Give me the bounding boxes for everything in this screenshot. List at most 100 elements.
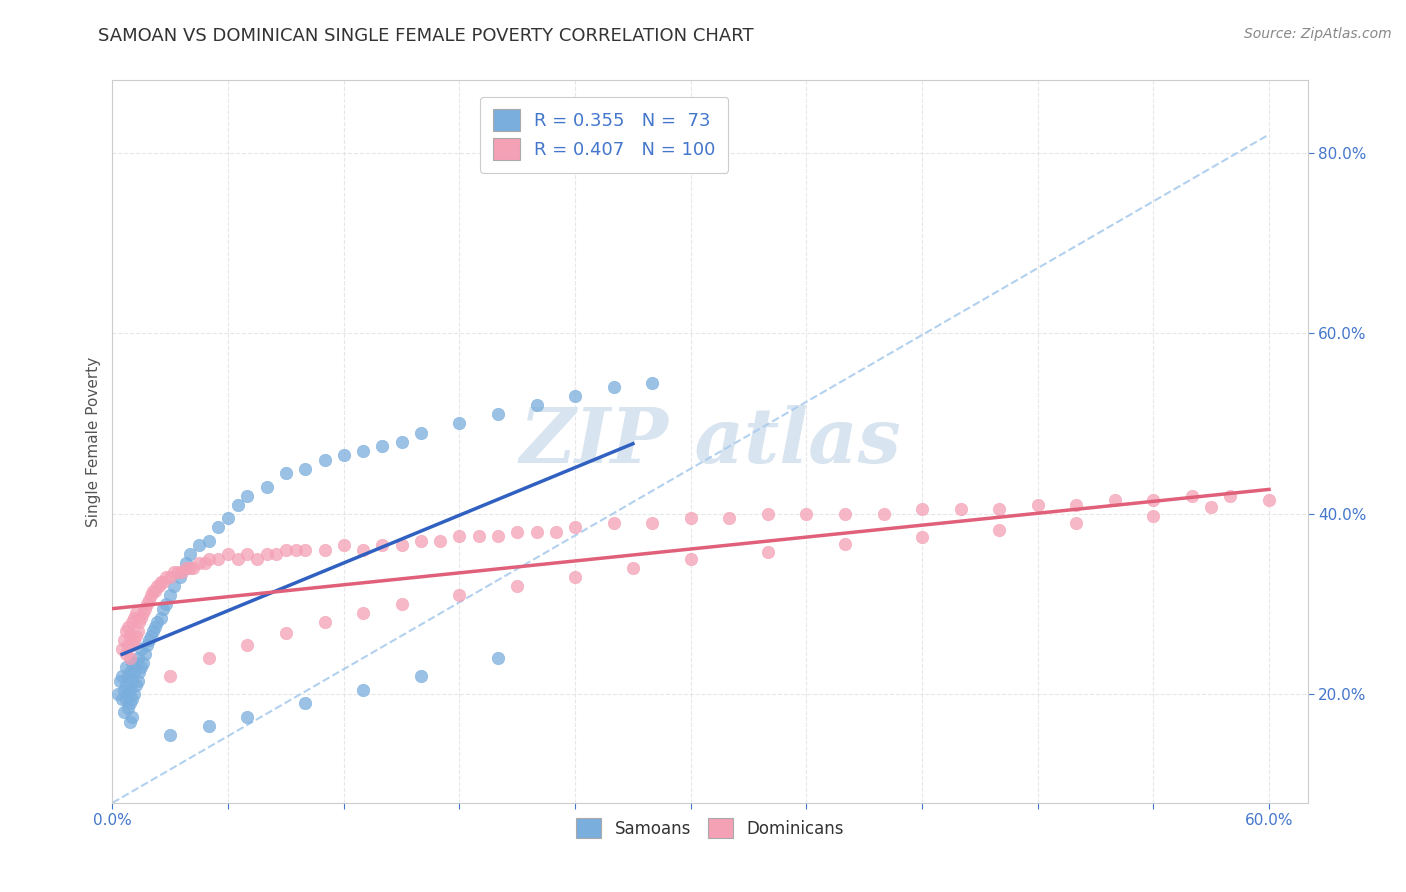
Point xyxy=(486,651,509,665)
Point xyxy=(149,574,172,589)
Point xyxy=(506,524,529,539)
Point xyxy=(122,610,145,624)
Text: SAMOAN VS DOMINICAN SINGLE FEMALE POVERTY CORRELATION CHART: SAMOAN VS DOMINICAN SINGLE FEMALE POVERT… xyxy=(98,27,754,45)
Point xyxy=(1142,508,1164,523)
Point xyxy=(124,656,146,670)
Point xyxy=(294,697,316,711)
Point xyxy=(1142,493,1164,508)
Point xyxy=(409,533,432,548)
Point xyxy=(371,538,394,552)
Point xyxy=(127,651,149,665)
Point xyxy=(159,570,181,584)
Point xyxy=(236,548,259,562)
Point xyxy=(391,434,413,449)
Point xyxy=(121,710,143,724)
Point xyxy=(143,583,166,598)
Point xyxy=(294,542,316,557)
Point xyxy=(115,624,138,639)
Point xyxy=(544,524,567,539)
Point xyxy=(198,651,221,665)
Point xyxy=(174,557,197,571)
Point xyxy=(246,552,269,566)
Point xyxy=(207,520,229,534)
Point xyxy=(183,561,205,575)
Point xyxy=(155,570,177,584)
Point xyxy=(194,557,217,571)
Point xyxy=(352,542,374,557)
Point xyxy=(526,398,548,412)
Point xyxy=(136,597,159,611)
Point xyxy=(128,665,150,679)
Point xyxy=(159,669,181,683)
Point xyxy=(409,425,432,440)
Point xyxy=(236,710,259,724)
Point xyxy=(834,537,856,551)
Point xyxy=(138,633,160,648)
Point xyxy=(118,714,141,729)
Point xyxy=(146,615,169,630)
Point xyxy=(134,601,156,615)
Point xyxy=(107,687,129,701)
Point xyxy=(756,507,779,521)
Point xyxy=(198,552,221,566)
Point xyxy=(122,633,145,648)
Point xyxy=(152,601,174,615)
Point xyxy=(467,529,489,543)
Point xyxy=(564,389,586,403)
Point xyxy=(163,566,186,580)
Point xyxy=(352,606,374,620)
Point xyxy=(121,656,143,670)
Point xyxy=(118,651,141,665)
Point xyxy=(1064,516,1087,530)
Point xyxy=(132,656,155,670)
Point xyxy=(641,376,664,390)
Point xyxy=(284,542,307,557)
Point xyxy=(136,638,159,652)
Point xyxy=(131,660,153,674)
Point xyxy=(449,417,471,431)
Point xyxy=(1026,498,1049,512)
Point xyxy=(486,529,509,543)
Point xyxy=(121,615,143,630)
Point xyxy=(911,502,934,516)
Point xyxy=(256,548,278,562)
Point xyxy=(159,728,181,742)
Point xyxy=(179,561,201,575)
Point xyxy=(564,520,586,534)
Point xyxy=(117,620,139,634)
Point xyxy=(274,626,297,640)
Point xyxy=(333,448,356,462)
Point xyxy=(127,624,149,639)
Point xyxy=(112,633,135,648)
Point xyxy=(602,380,624,394)
Point xyxy=(149,610,172,624)
Point xyxy=(117,669,139,683)
Point xyxy=(314,542,336,557)
Point xyxy=(121,673,143,688)
Point xyxy=(167,566,190,580)
Point xyxy=(118,665,141,679)
Point xyxy=(124,678,146,692)
Point xyxy=(112,682,135,697)
Point xyxy=(155,597,177,611)
Point xyxy=(409,669,432,683)
Point xyxy=(134,647,156,661)
Point xyxy=(333,538,356,552)
Point xyxy=(679,511,702,525)
Point xyxy=(718,511,741,525)
Point xyxy=(226,552,249,566)
Point xyxy=(121,638,143,652)
Point xyxy=(117,638,139,652)
Point xyxy=(486,408,509,422)
Point xyxy=(146,579,169,593)
Point xyxy=(111,669,134,683)
Point xyxy=(236,638,259,652)
Text: Source: ZipAtlas.com: Source: ZipAtlas.com xyxy=(1244,27,1392,41)
Point xyxy=(198,533,221,548)
Point xyxy=(391,538,413,552)
Point xyxy=(1258,493,1281,508)
Point xyxy=(217,548,239,562)
Point xyxy=(756,545,779,559)
Point xyxy=(138,592,160,607)
Point xyxy=(1104,493,1126,508)
